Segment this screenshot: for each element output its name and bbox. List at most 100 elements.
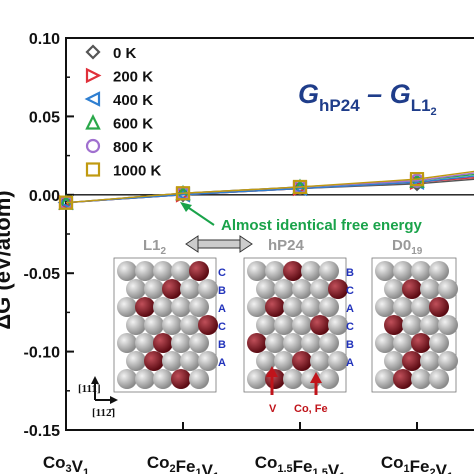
stacking-letter: B bbox=[346, 267, 354, 279]
atom-grey bbox=[274, 315, 294, 335]
atom-red bbox=[162, 279, 182, 299]
series-line bbox=[65, 175, 474, 204]
atom-grey bbox=[256, 351, 276, 371]
atom-grey bbox=[126, 279, 146, 299]
legend-label: 600 K bbox=[113, 116, 153, 133]
crystal-d019 bbox=[371, 257, 458, 393]
atom-grey bbox=[438, 279, 458, 299]
y-tick-label: 0.10 bbox=[29, 31, 60, 48]
annotation-text: Almost identical free energy bbox=[221, 217, 423, 234]
atom-red bbox=[247, 333, 267, 353]
atom-grey bbox=[283, 333, 303, 353]
atom-grey bbox=[274, 279, 294, 299]
atom-red bbox=[429, 297, 449, 317]
arrow-label-co-fe: Co, Fe bbox=[294, 403, 328, 415]
atom-grey bbox=[153, 369, 173, 389]
stacking-letter: C bbox=[218, 321, 226, 333]
atom-red bbox=[328, 279, 348, 299]
data-point bbox=[58, 195, 74, 210]
legend-label: 800 K bbox=[113, 139, 153, 156]
atom-grey bbox=[411, 261, 431, 281]
legend-label: 400 K bbox=[113, 92, 153, 109]
atom-grey bbox=[328, 315, 348, 335]
y-axis-label: ΔG (eV/atom) bbox=[0, 190, 15, 329]
crystal-l12 bbox=[113, 257, 218, 393]
atom-grey bbox=[283, 297, 303, 317]
atom-grey bbox=[171, 261, 191, 281]
series-layer bbox=[57, 170, 474, 211]
legend-marker bbox=[85, 138, 101, 154]
atom-grey bbox=[301, 261, 321, 281]
atom-grey bbox=[256, 279, 276, 299]
atom-grey bbox=[247, 261, 267, 281]
structure-label-d019: D019 bbox=[392, 237, 423, 257]
y-tick-label: 0.00 bbox=[29, 188, 60, 205]
atom-grey bbox=[162, 351, 182, 371]
stacking-letter: B bbox=[346, 339, 354, 351]
atom-red bbox=[393, 369, 413, 389]
direction-label-112: [112̄] bbox=[92, 407, 115, 419]
atom-red bbox=[198, 315, 218, 335]
atom-grey bbox=[171, 297, 191, 317]
atom-red bbox=[265, 297, 285, 317]
atom-grey bbox=[438, 351, 458, 371]
atom-grey bbox=[198, 351, 218, 371]
stacking-letter: A bbox=[218, 357, 226, 369]
atom-grey bbox=[420, 315, 440, 335]
arrow-label-v: V bbox=[269, 403, 277, 415]
atom-grey bbox=[153, 261, 173, 281]
atom-grey bbox=[375, 297, 395, 317]
atom-grey bbox=[301, 333, 321, 353]
atom-grey bbox=[117, 333, 137, 353]
transformation-arrow bbox=[185, 235, 253, 253]
atom-grey bbox=[375, 261, 395, 281]
legend-marker bbox=[85, 67, 102, 84]
atom-red bbox=[402, 279, 422, 299]
legend-marker bbox=[84, 91, 101, 107]
crystal-structures bbox=[113, 257, 458, 393]
atom-grey bbox=[283, 369, 303, 389]
atom-grey bbox=[126, 351, 146, 371]
atom-grey bbox=[429, 369, 449, 389]
stacking-letter: A bbox=[346, 357, 354, 369]
atom-grey bbox=[375, 369, 395, 389]
atom-grey bbox=[117, 297, 137, 317]
direction-indicator: [111] [112̄] bbox=[78, 376, 118, 419]
atom-grey bbox=[328, 351, 348, 371]
atom-grey bbox=[292, 279, 312, 299]
data-point bbox=[292, 179, 308, 195]
annotation: Almost identical free energy bbox=[180, 202, 423, 234]
x-tick-label: Co2Fe1V1 bbox=[147, 453, 219, 474]
atom-grey bbox=[319, 333, 339, 353]
atom-grey bbox=[393, 297, 413, 317]
y-ticks: 0.10 0.05 0.00 -0.05 -0.10 -0.15 bbox=[24, 31, 74, 440]
atom-grey bbox=[153, 297, 173, 317]
stacking-letter: C bbox=[346, 285, 354, 297]
atom-grey bbox=[180, 279, 200, 299]
atom-grey bbox=[375, 333, 395, 353]
atom-grey bbox=[198, 279, 218, 299]
atom-grey bbox=[171, 333, 191, 353]
atom-grey bbox=[393, 261, 413, 281]
atom-grey bbox=[135, 261, 155, 281]
legend-marker bbox=[85, 162, 101, 177]
chart-title: GhP24 – GL12 bbox=[298, 79, 437, 118]
atom-grey bbox=[384, 351, 404, 371]
atom-grey bbox=[189, 297, 209, 317]
stacking-letter: A bbox=[218, 303, 226, 315]
structure-label-hp24: hP24 bbox=[268, 237, 305, 254]
legend-label: 200 K bbox=[113, 69, 153, 86]
atom-grey bbox=[301, 297, 321, 317]
atom-grey bbox=[162, 315, 182, 335]
atom-grey bbox=[420, 351, 440, 371]
atom-grey bbox=[144, 279, 164, 299]
legend-label: 0 K bbox=[113, 45, 137, 62]
atom-grey bbox=[144, 315, 164, 335]
atom-grey bbox=[256, 315, 276, 335]
atom-grey bbox=[310, 351, 330, 371]
atom-grey bbox=[310, 279, 330, 299]
atom-grey bbox=[135, 333, 155, 353]
